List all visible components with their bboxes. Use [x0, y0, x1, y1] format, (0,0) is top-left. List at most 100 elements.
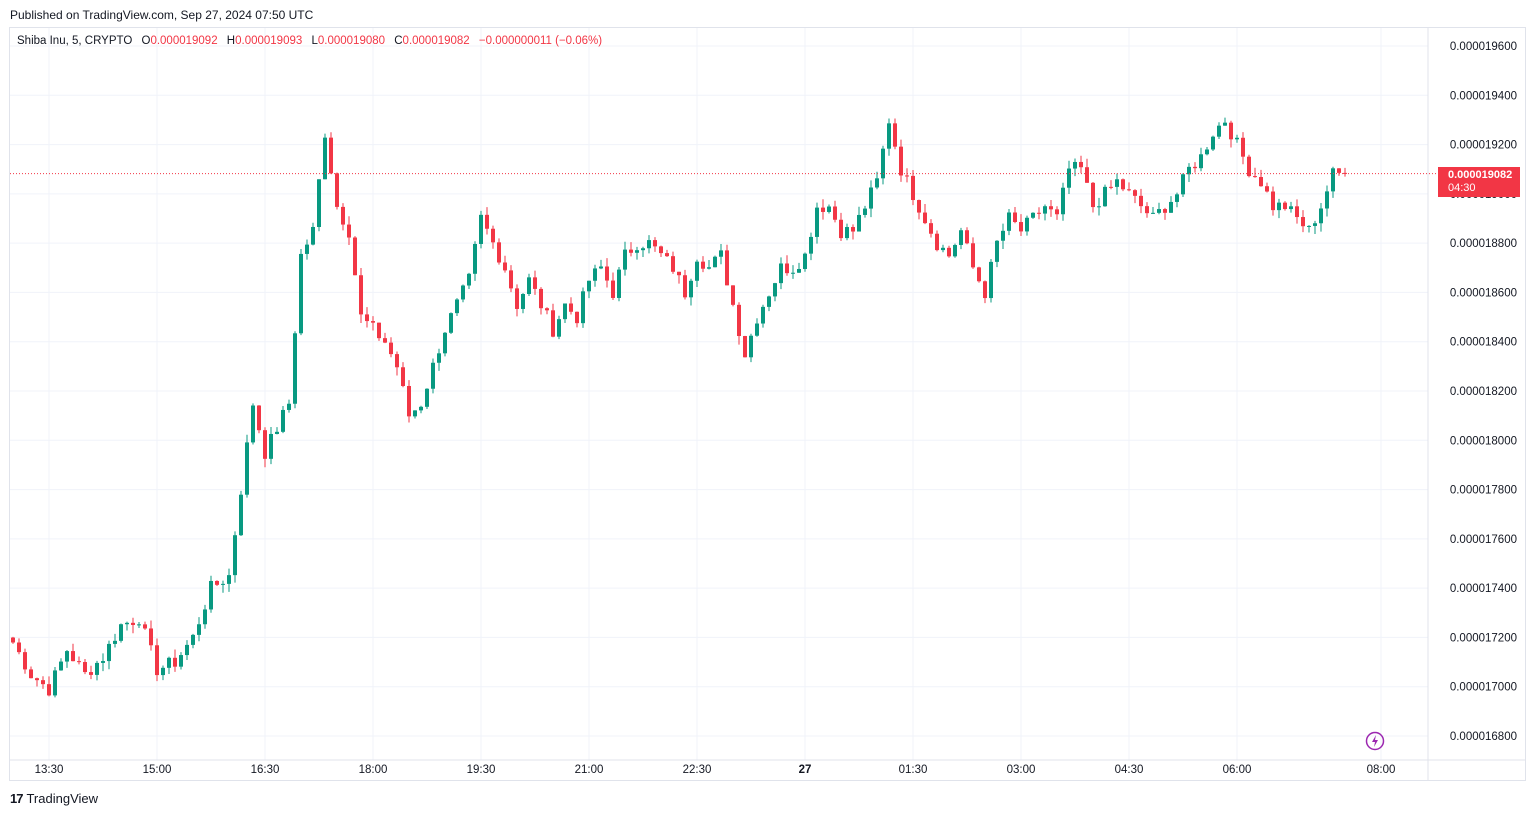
candle-body — [1337, 168, 1341, 173]
candle-body — [1259, 177, 1263, 187]
candle-body — [905, 175, 909, 177]
x-tick-label: 21:00 — [575, 764, 604, 776]
candle-body — [533, 277, 537, 289]
candle-body — [587, 280, 591, 292]
candle-body — [881, 148, 885, 179]
chart-frame[interactable] — [9, 27, 1526, 781]
candle-body — [845, 227, 849, 239]
candle-body — [11, 637, 15, 643]
candle-body — [641, 248, 645, 251]
candle-body — [431, 362, 435, 389]
y-tick-label: 0.000017000 — [1450, 682, 1517, 694]
candle-body — [827, 206, 831, 212]
candle-body — [1115, 179, 1119, 187]
candle-body — [173, 657, 177, 667]
candle-body — [383, 338, 387, 343]
y-tick-label: 0.000019600 — [1450, 41, 1517, 53]
candle-body — [983, 281, 987, 299]
candle-body — [269, 433, 273, 459]
candle-body — [119, 624, 123, 641]
candle-body — [779, 263, 783, 284]
candle-body — [965, 230, 969, 244]
candle-body — [1079, 161, 1083, 168]
candle-body — [611, 280, 615, 298]
x-tick-label: 08:00 — [1367, 764, 1396, 776]
candle-body — [1157, 209, 1161, 213]
candle-body — [107, 643, 111, 662]
candle-body — [353, 237, 357, 276]
candle-body — [959, 230, 963, 245]
candle-body — [197, 624, 201, 635]
candle-body — [1271, 191, 1275, 211]
candle-body — [1163, 209, 1167, 213]
candle-body — [665, 253, 669, 257]
candle-body — [209, 580, 213, 610]
candle-body — [491, 228, 495, 243]
candle-body — [1175, 194, 1179, 202]
y-tick-label: 0.000016800 — [1450, 731, 1517, 743]
candle-body — [803, 253, 807, 270]
candle-body — [869, 187, 873, 209]
candle-body — [419, 406, 423, 411]
x-tick-label: 19:30 — [467, 764, 496, 776]
candle-body — [281, 409, 285, 432]
candle-body — [1235, 137, 1239, 140]
candle-body — [1217, 125, 1221, 137]
candle-body — [113, 640, 117, 644]
candle-body — [1331, 168, 1335, 192]
candle-body — [1319, 208, 1323, 224]
candle-body — [161, 667, 165, 676]
lightning-icon[interactable] — [1365, 731, 1385, 751]
candle-body — [323, 137, 327, 180]
y-tick-label: 0.000018800 — [1450, 238, 1517, 250]
candle-body — [1295, 206, 1299, 218]
candle-body — [1313, 223, 1317, 226]
candle-body — [1283, 202, 1287, 210]
candle-body — [365, 314, 369, 322]
candle-body — [767, 296, 771, 307]
candle-body — [749, 335, 753, 358]
candle-body — [311, 226, 315, 245]
symbol-label[interactable]: Shiba Inu, 5, CRYPTO — [17, 35, 133, 47]
candle-body — [581, 291, 585, 324]
candle-body — [863, 208, 867, 215]
candle-body — [179, 655, 183, 667]
candle-body — [1091, 182, 1095, 208]
candle-body — [1133, 190, 1137, 196]
candle-body — [335, 173, 339, 207]
candle-body — [713, 256, 717, 268]
close-value: 0.000019082 — [402, 35, 470, 47]
candle-body — [155, 645, 159, 676]
candle-body — [917, 200, 921, 213]
last-price-badge: 0.000019082 04:30 — [1438, 167, 1520, 197]
candle-body — [647, 240, 651, 249]
candle-body — [617, 269, 621, 298]
candle-body — [215, 580, 219, 585]
candle-body — [1067, 168, 1071, 188]
candle-body — [839, 219, 843, 239]
candle-body — [1307, 225, 1311, 227]
x-tick-label: 18:00 — [359, 764, 388, 776]
footer-brand[interactable]: 17 TradingView — [10, 791, 98, 806]
candle-body — [743, 336, 747, 358]
x-tick-label: 13:30 — [35, 764, 64, 776]
candle-body — [701, 261, 705, 269]
candle-body — [1013, 212, 1017, 223]
y-tick-label: 0.000019200 — [1450, 140, 1517, 152]
candle-body — [479, 214, 483, 244]
candle-body — [737, 304, 741, 337]
candle-body — [29, 669, 33, 679]
y-tick-label: 0.000017600 — [1450, 534, 1517, 546]
candle-body — [1223, 122, 1227, 126]
candle-body — [599, 266, 603, 269]
candle-body — [911, 175, 915, 201]
candle-body — [605, 266, 609, 281]
y-tick-label: 0.000019400 — [1450, 90, 1517, 102]
low-key: L — [311, 35, 318, 47]
candle-body — [887, 123, 891, 149]
y-tick-label: 0.000017200 — [1450, 632, 1517, 644]
x-tick-label: 15:00 — [143, 764, 172, 776]
x-tick-label: 01:30 — [899, 764, 928, 776]
y-tick-label: 0.000018400 — [1450, 337, 1517, 349]
